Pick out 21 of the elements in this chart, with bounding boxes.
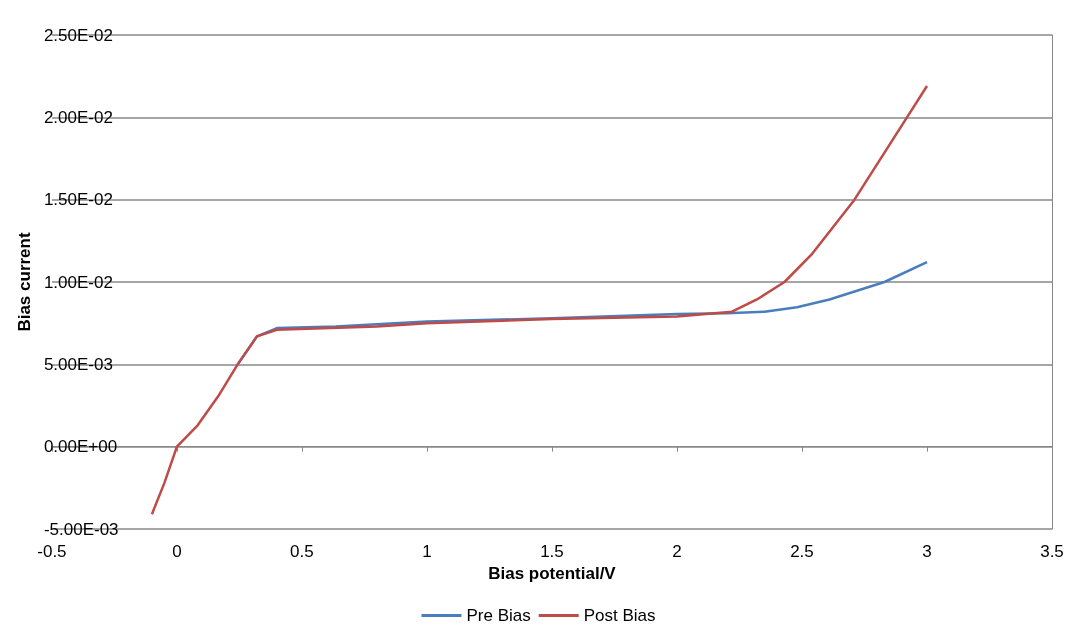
x-tick-label: 1	[422, 542, 432, 561]
line-series	[150, 84, 929, 516]
x-tick-label: 3.5	[1040, 542, 1064, 561]
y-tick-label: 0.00E+00	[43, 437, 118, 457]
y-tick-label: 2.50E-02	[43, 25, 113, 45]
y-tick-label: 2.00E-02	[43, 107, 113, 127]
legend-label: Post Bias	[583, 606, 656, 625]
x-tick-label: 2	[672, 542, 682, 561]
y-axis-title: Bias current	[15, 232, 34, 332]
x-tick-label: 0	[172, 542, 182, 561]
x-tick-label: 0.5	[290, 542, 314, 561]
x-tick-label: 1.5	[540, 542, 564, 561]
x-tick-label: 2.5	[790, 542, 814, 561]
y-tick-label: 1.00E-02	[43, 272, 113, 292]
x-tick-label: 3	[922, 542, 932, 561]
y-tick-label: -5.00E-03	[43, 519, 119, 539]
x-axis-title: Bias potential/V	[488, 563, 617, 583]
y-tick-label: 5.00E-03	[43, 354, 113, 374]
x-tick-label: -0.5	[37, 542, 67, 561]
legend-label: Pre Bias	[466, 606, 531, 625]
y-tick-label: 1.50E-02	[43, 190, 113, 210]
